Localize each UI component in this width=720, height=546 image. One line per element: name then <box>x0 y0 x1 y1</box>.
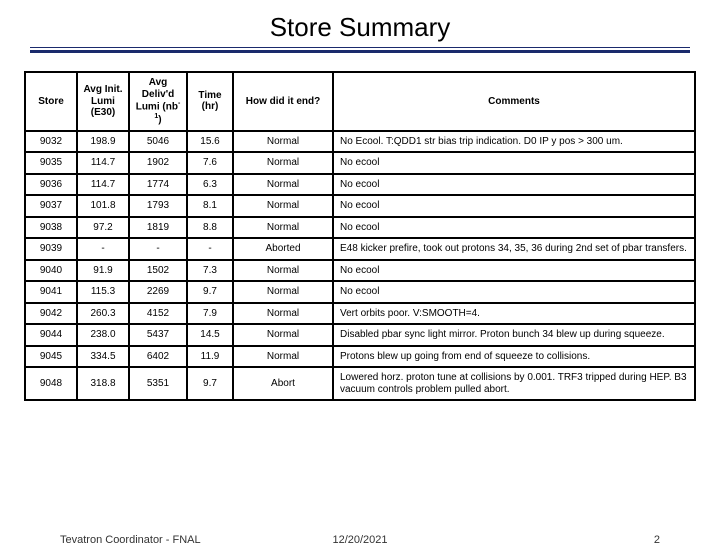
col-header-end: How did it end? <box>233 72 333 131</box>
table-row: 9042260.341527.9NormalVert orbits poor. … <box>25 303 695 325</box>
cell-comment: No ecool <box>333 152 695 174</box>
cell-end: Normal <box>233 260 333 282</box>
cell-deliv: 5046 <box>129 131 187 153</box>
cell-comment: No ecool <box>333 260 695 282</box>
cell-deliv: 5437 <box>129 324 187 346</box>
cell-init: 114.7 <box>77 174 129 196</box>
cell-store: 9032 <box>25 131 77 153</box>
cell-init: 91.9 <box>77 260 129 282</box>
cell-end: Normal <box>233 131 333 153</box>
cell-store: 9038 <box>25 217 77 239</box>
cell-init: 114.7 <box>77 152 129 174</box>
cell-deliv: 1902 <box>129 152 187 174</box>
cell-time: - <box>187 238 233 260</box>
cell-end: Normal <box>233 346 333 368</box>
cell-init: - <box>77 238 129 260</box>
table-row: 9036114.717746.3NormalNo ecool <box>25 174 695 196</box>
table-row: 9039---AbortedE48 kicker prefire, took o… <box>25 238 695 260</box>
col-header-time: Time (hr) <box>187 72 233 131</box>
col-header-store: Store <box>25 72 77 131</box>
table-header-row: Store Avg Init. Lumi (E30) Avg Deliv'd L… <box>25 72 695 131</box>
cell-deliv: 6402 <box>129 346 187 368</box>
cell-comment: Lowered horz. proton tune at collisions … <box>333 367 695 400</box>
cell-init: 260.3 <box>77 303 129 325</box>
cell-store: 9044 <box>25 324 77 346</box>
cell-end: Normal <box>233 281 333 303</box>
cell-comment: No ecool <box>333 174 695 196</box>
cell-end: Normal <box>233 195 333 217</box>
cell-store: 9036 <box>25 174 77 196</box>
col-header-deliv: Avg Deliv'd Lumi (nb-1) <box>129 72 187 131</box>
footer-page: 2 <box>654 534 660 546</box>
cell-store: 9040 <box>25 260 77 282</box>
cell-init: 334.5 <box>77 346 129 368</box>
col-header-init: Avg Init. Lumi (E30) <box>77 72 129 131</box>
cell-end: Normal <box>233 174 333 196</box>
cell-deliv: - <box>129 238 187 260</box>
table-row: 9037101.817938.1NormalNo ecool <box>25 195 695 217</box>
cell-comment: No ecool <box>333 195 695 217</box>
cell-time: 9.7 <box>187 281 233 303</box>
cell-comment: Disabled pbar sync light mirror. Proton … <box>333 324 695 346</box>
cell-deliv: 2269 <box>129 281 187 303</box>
cell-comment: No Ecool. T:QDD1 str bias trip indicatio… <box>333 131 695 153</box>
cell-comment: Vert orbits poor. V:SMOOTH=4. <box>333 303 695 325</box>
cell-comment: Protons blew up going from end of squeez… <box>333 346 695 368</box>
cell-time: 11.9 <box>187 346 233 368</box>
cell-deliv: 4152 <box>129 303 187 325</box>
cell-end: Normal <box>233 217 333 239</box>
table-row: 903897.218198.8NormalNo ecool <box>25 217 695 239</box>
table-row: 9044238.0543714.5NormalDisabled pbar syn… <box>25 324 695 346</box>
cell-time: 6.3 <box>187 174 233 196</box>
table-body: 9032198.9504615.6NormalNo Ecool. T:QDD1 … <box>25 131 695 401</box>
table-row: 9032198.9504615.6NormalNo Ecool. T:QDD1 … <box>25 131 695 153</box>
cell-time: 7.9 <box>187 303 233 325</box>
cell-store: 9048 <box>25 367 77 400</box>
table-row: 9045334.5640211.9NormalProtons blew up g… <box>25 346 695 368</box>
cell-deliv: 1793 <box>129 195 187 217</box>
table-row: 9041115.322699.7NormalNo ecool <box>25 281 695 303</box>
cell-store: 9035 <box>25 152 77 174</box>
table-row: 904091.915027.3NormalNo ecool <box>25 260 695 282</box>
cell-deliv: 5351 <box>129 367 187 400</box>
cell-init: 97.2 <box>77 217 129 239</box>
cell-time: 7.3 <box>187 260 233 282</box>
cell-init: 318.8 <box>77 367 129 400</box>
cell-init: 101.8 <box>77 195 129 217</box>
cell-end: Normal <box>233 303 333 325</box>
table-row: 9035114.719027.6NormalNo ecool <box>25 152 695 174</box>
col-header-comment: Comments <box>333 72 695 131</box>
cell-time: 15.6 <box>187 131 233 153</box>
page-title: Store Summary <box>0 0 720 47</box>
store-summary-table: Store Avg Init. Lumi (E30) Avg Deliv'd L… <box>24 71 696 401</box>
footer-date: 12/20/2021 <box>332 534 387 546</box>
cell-comment: No ecool <box>333 281 695 303</box>
cell-time: 8.1 <box>187 195 233 217</box>
footer-left: Tevatron Coordinator - FNAL <box>60 534 201 546</box>
table-row: 9048318.853519.7AbortLowered horz. proto… <box>25 367 695 400</box>
cell-time: 7.6 <box>187 152 233 174</box>
cell-store: 9039 <box>25 238 77 260</box>
cell-store: 9041 <box>25 281 77 303</box>
cell-deliv: 1502 <box>129 260 187 282</box>
cell-end: Normal <box>233 324 333 346</box>
title-underline <box>30 47 690 53</box>
cell-comment: E48 kicker prefire, took out protons 34,… <box>333 238 695 260</box>
cell-store: 9042 <box>25 303 77 325</box>
cell-end: Aborted <box>233 238 333 260</box>
cell-end: Abort <box>233 367 333 400</box>
cell-time: 8.8 <box>187 217 233 239</box>
cell-store: 9037 <box>25 195 77 217</box>
cell-end: Normal <box>233 152 333 174</box>
cell-init: 238.0 <box>77 324 129 346</box>
cell-comment: No ecool <box>333 217 695 239</box>
cell-deliv: 1774 <box>129 174 187 196</box>
cell-init: 198.9 <box>77 131 129 153</box>
cell-time: 9.7 <box>187 367 233 400</box>
cell-store: 9045 <box>25 346 77 368</box>
cell-time: 14.5 <box>187 324 233 346</box>
cell-init: 115.3 <box>77 281 129 303</box>
cell-deliv: 1819 <box>129 217 187 239</box>
